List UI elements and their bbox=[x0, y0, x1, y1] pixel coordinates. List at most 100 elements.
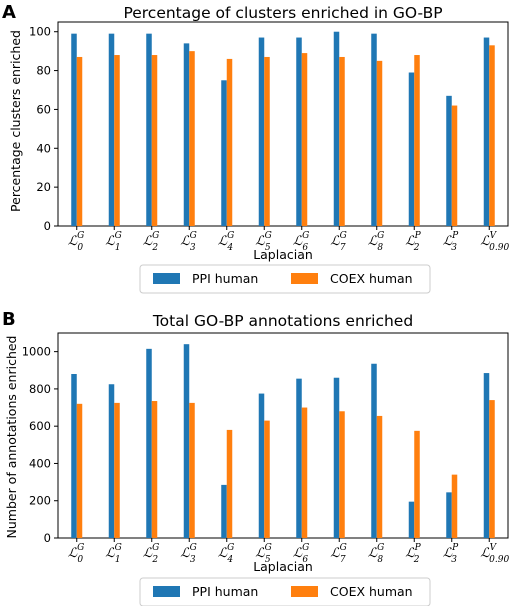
bar-ppi bbox=[258, 37, 265, 226]
y-tick-label: 0 bbox=[44, 531, 51, 545]
x-tick-label: ℒG 3 bbox=[180, 543, 197, 565]
bar-coex bbox=[489, 45, 495, 226]
x-tick-label: ℒG 3 bbox=[180, 231, 197, 253]
y-tick-label: 800 bbox=[29, 382, 51, 396]
bar-ppi bbox=[408, 501, 415, 538]
x-tick-label: ℒG 5 bbox=[255, 231, 272, 253]
y-tick-label: 600 bbox=[29, 419, 51, 433]
x-tick-label: ℒV 0.90 bbox=[480, 543, 509, 565]
bar-coex bbox=[489, 400, 495, 538]
bar-coex bbox=[151, 401, 158, 538]
bar-ppi bbox=[408, 72, 415, 226]
y-tick-label: 1000 bbox=[22, 345, 51, 359]
panel-a-title: Percentage of clusters enriched in GO-BP bbox=[123, 4, 442, 22]
bar-ppi bbox=[221, 484, 227, 538]
x-tick-label: ℒG 4 bbox=[218, 231, 235, 253]
bar-coex bbox=[264, 56, 270, 226]
bar-coex bbox=[189, 402, 195, 538]
x-tick-label: ℒP 3 bbox=[443, 231, 459, 253]
x-tick-label: ℒP 2 bbox=[405, 543, 421, 565]
bar-ppi bbox=[183, 43, 190, 226]
panel-b-plot: 0 200 400 600 800 1000 ℒG 0 ℒG 1 ℒG 2 ℒG 3 ℒG 4 ℒG 5 ℒG 6 ℒG… bbox=[22, 332, 509, 565]
x-tick-label: ℒG 0 bbox=[68, 543, 85, 565]
x-tick-label: ℒG 1 bbox=[105, 543, 122, 565]
bar-ppi bbox=[71, 374, 77, 538]
legend-label-coex: COEX human bbox=[330, 584, 413, 599]
bar-ppi bbox=[333, 31, 340, 227]
bar-coex bbox=[226, 58, 233, 226]
bar-coex bbox=[76, 403, 83, 538]
panel-b-legend: PPI human COEX human bbox=[139, 577, 431, 606]
y-tick-label: 20 bbox=[36, 180, 51, 194]
panel-a-letter: A bbox=[2, 2, 16, 23]
bar-coex bbox=[376, 415, 383, 538]
y-tick-label: 100 bbox=[29, 25, 51, 39]
x-tick-label: ℒG 1 bbox=[105, 231, 122, 253]
y-tick-label: 0 bbox=[44, 219, 51, 233]
bar-ppi bbox=[258, 393, 265, 538]
bar-coex bbox=[301, 53, 308, 227]
y-tick-label: 40 bbox=[36, 141, 51, 155]
y-tick-label: 80 bbox=[36, 64, 51, 78]
bar-coex bbox=[189, 51, 195, 227]
bar-ppi bbox=[483, 37, 490, 226]
bar-ppi bbox=[296, 37, 302, 226]
panel-a-legend: PPI human COEX human bbox=[139, 264, 431, 294]
bar-coex bbox=[414, 55, 420, 227]
bar-ppi bbox=[446, 95, 452, 226]
x-tick-label: ℒG 2 bbox=[143, 231, 160, 253]
bar-ppi bbox=[371, 33, 377, 227]
y-tick-label: 200 bbox=[29, 494, 51, 508]
panel-a-xlabel: Laplacian bbox=[253, 247, 313, 262]
panel-a: A Percentage of clusters enriched in GO-… bbox=[2, 2, 509, 294]
panel-b-xlabel: Laplacian bbox=[253, 559, 313, 574]
x-tick-label: ℒV 0.90 bbox=[480, 231, 509, 253]
legend-swatch-ppi bbox=[153, 586, 180, 597]
panel-b-letter: B bbox=[2, 309, 16, 330]
bar-coex bbox=[376, 60, 383, 226]
x-tick-label: ℒP 3 bbox=[443, 543, 459, 565]
y-tick-label: 60 bbox=[36, 102, 51, 116]
x-tick-label: ℒP 2 bbox=[405, 231, 421, 253]
bar-ppi bbox=[146, 33, 152, 227]
bar-coex bbox=[114, 55, 120, 227]
legend-frame bbox=[139, 264, 431, 294]
x-tick-label: ℒG 0 bbox=[68, 231, 85, 253]
bar-ppi bbox=[108, 384, 115, 538]
bar-coex bbox=[76, 56, 83, 226]
legend-frame bbox=[139, 577, 431, 606]
panel-a-ylabel: Percentage clusters enriched bbox=[8, 30, 23, 212]
bar-coex bbox=[451, 474, 458, 538]
legend-swatch-coex bbox=[291, 273, 318, 284]
legend-label-ppi: PPI human bbox=[192, 271, 258, 286]
x-tick-label: ℒG 5 bbox=[255, 543, 272, 565]
bar-coex bbox=[339, 56, 345, 226]
bar-coex bbox=[451, 105, 458, 226]
bar-coex bbox=[301, 407, 308, 538]
bar-ppi bbox=[446, 492, 452, 538]
panel-a-plot: 0 20 40 60 80 100 ℒG 0 ℒG 1 ℒG 2 ℒG 3 ℒG 4 ℒG 5 ℒG 6 ℒG 7 ℒG 8 ℒ… bbox=[29, 21, 509, 253]
bar-ppi bbox=[333, 377, 340, 538]
legend-label-coex: COEX human bbox=[330, 271, 413, 286]
bar-ppi bbox=[183, 344, 190, 538]
bar-coex bbox=[264, 420, 270, 538]
bar-ppi bbox=[108, 33, 115, 227]
x-tick-label: ℒG 4 bbox=[218, 543, 235, 565]
bar-coex bbox=[114, 402, 120, 538]
bar-ppi bbox=[483, 373, 490, 538]
x-tick-label: ℒG 7 bbox=[330, 231, 347, 253]
bar-coex bbox=[151, 55, 158, 227]
x-tick-label: ℒG 8 bbox=[368, 543, 385, 565]
legend-label-ppi: PPI human bbox=[192, 584, 258, 599]
y-tick-label: 400 bbox=[29, 456, 51, 470]
x-tick-label: ℒG 6 bbox=[293, 231, 310, 253]
bar-ppi bbox=[221, 80, 227, 227]
bar-ppi bbox=[296, 378, 302, 538]
panel-b: B Total GO-BP annotations enriched Numbe… bbox=[2, 309, 509, 606]
panel-b-title: Total GO-BP annotations enriched bbox=[152, 312, 413, 330]
bar-coex bbox=[414, 430, 420, 538]
x-tick-label: ℒG 6 bbox=[293, 543, 310, 565]
x-tick-label: ℒG 2 bbox=[143, 543, 160, 565]
panel-b-ylabel: Number of annotations enriched bbox=[4, 336, 19, 539]
